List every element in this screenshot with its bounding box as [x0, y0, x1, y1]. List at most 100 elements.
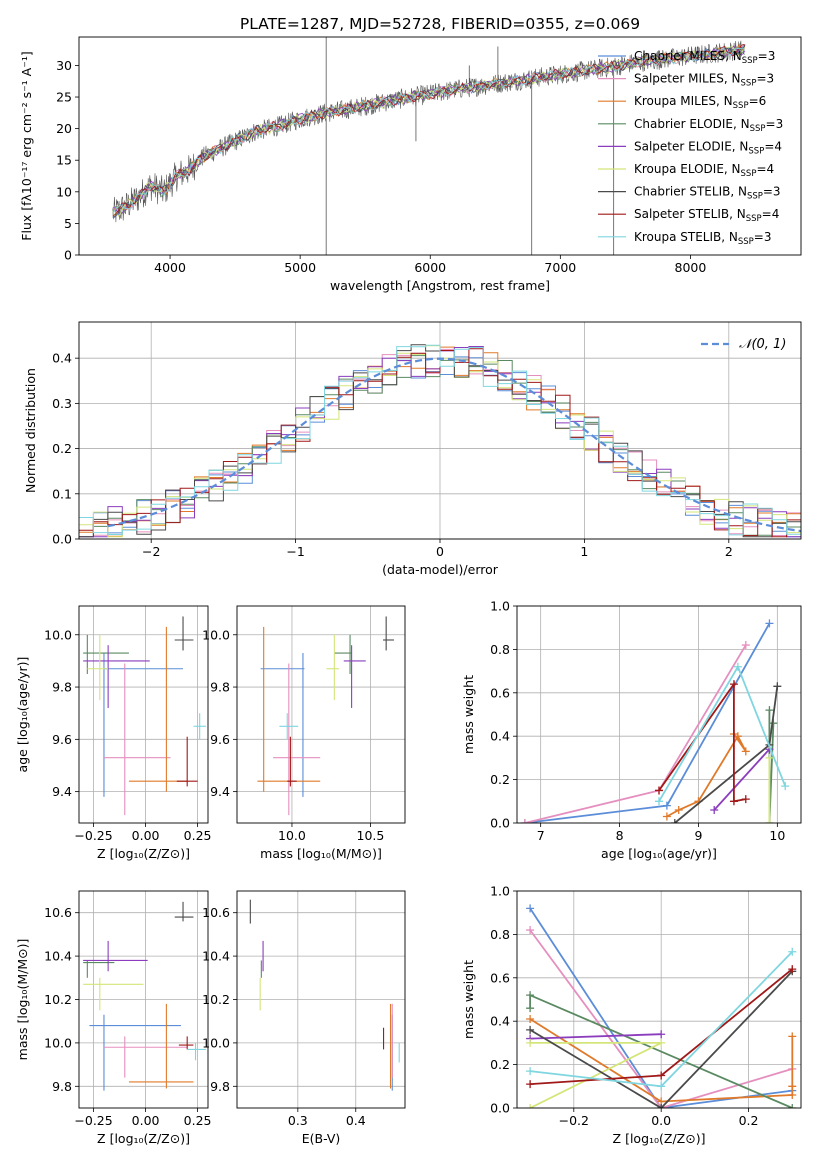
figure-title: PLATE=1287, MJD=52728, FIBERID=0355, z=0… — [240, 15, 640, 33]
weight-marker — [526, 1015, 535, 1024]
panel-3: −0.25 0.00 0.25 9.4 9.6 9.8 10.0 Z [log₁₀(Z/Z⊙)… — [15, 605, 212, 861]
x-tick-label: 6000 — [414, 260, 446, 275]
y-tick-label: 30 — [56, 58, 72, 73]
weight-marker — [729, 680, 738, 689]
weight-marker — [765, 706, 774, 715]
y-tick-label: 0.2 — [490, 772, 510, 787]
weight-line — [524, 644, 747, 823]
histogram-series — [79, 344, 801, 536]
x-tick-label: 0.2 — [739, 1113, 759, 1128]
y-tick-label: 0.2 — [52, 441, 72, 456]
weight-marker — [657, 1038, 666, 1047]
y-tick-label: 1.0 — [490, 884, 510, 899]
legend-label: Salpeter ELODIE, NSSP=4 — [634, 139, 782, 156]
panel-1: 4000 5000 6000 7000 8000 0 5 10 15 20 25 30 waveleng… — [19, 36, 802, 293]
y-tick-label: 10.0 — [202, 1035, 230, 1050]
y-axis-label: Flux [fλ10⁻¹⁷ erg cm⁻² s⁻¹ A⁻¹] — [19, 51, 34, 240]
y-tick-label: 0.8 — [490, 927, 510, 942]
weight-marker — [781, 782, 790, 791]
y-tick-label: 0.4 — [490, 729, 510, 744]
y-tick-label: 5 — [64, 216, 72, 231]
y-tick-label: 10 — [56, 184, 72, 199]
y-tick-label: 9.8 — [210, 680, 230, 695]
y-tick-label: 15 — [56, 153, 72, 168]
x-tick-label: 1 — [580, 544, 588, 559]
x-tick-label: 5000 — [284, 260, 316, 275]
plot-area — [83, 901, 206, 1091]
legend-label: 𝒩(0, 1) — [739, 337, 786, 352]
weight-marker — [657, 1104, 666, 1108]
weight-marker — [657, 1071, 666, 1080]
weight-marker — [655, 797, 663, 806]
panels: 4000 5000 6000 7000 8000051015202530waveleng… — [15, 36, 802, 1146]
weight-marker — [773, 682, 782, 691]
panel-2: −2 −1 0 1 2 0.0 0.1 0.2 0.3 0.4 (data-model)/error… — [23, 321, 802, 577]
weight-marker — [710, 805, 719, 814]
weight-marker — [741, 641, 750, 650]
x-tick-label: 7 — [537, 828, 545, 843]
weight-marker — [741, 795, 750, 804]
y-axis-label: mass weight — [461, 960, 476, 1039]
x-axis-label: age [log₁₀(age/yr)] — [601, 846, 717, 861]
panel-6: −0.25 0.00 0.25 9.8 10.0 10.2 10.4 10.6 Z [log₁₀… — [15, 890, 212, 1146]
plot-area — [526, 904, 797, 1108]
y-tick-label: 9.6 — [52, 732, 72, 747]
weight-marker — [788, 1082, 797, 1091]
axes-frame — [78, 890, 209, 1109]
y-tick-label: 10.2 — [44, 992, 72, 1007]
y-axis-label: Normed distribution — [23, 368, 38, 493]
y-tick-label: 9.8 — [52, 680, 72, 695]
y-tick-label: 9.8 — [210, 1079, 230, 1094]
y-tick-label: 10.2 — [202, 992, 230, 1007]
x-tick-label: 8000 — [675, 260, 707, 275]
x-tick-label: 7000 — [544, 260, 576, 275]
weight-marker — [670, 819, 679, 823]
weight-line — [666, 733, 747, 818]
x-tick-label: 2 — [725, 544, 733, 559]
weight-marker — [526, 1004, 535, 1013]
x-tick-label: −0.25 — [74, 828, 112, 843]
x-tick-label: 0.3 — [288, 1113, 308, 1128]
weight-marker — [788, 965, 797, 974]
weight-marker — [526, 926, 535, 935]
x-axis-label: wavelength [Angstrom, rest frame] — [330, 278, 550, 293]
legend-label: Kroupa MILES, NSSP=6 — [634, 94, 766, 111]
axes-frame — [516, 890, 802, 1109]
model-spectrum — [112, 45, 746, 218]
weight-marker — [765, 753, 774, 762]
weight-marker — [526, 1025, 535, 1034]
x-axis-label: Z [log₁₀(Z/Z⊙)] — [97, 1131, 190, 1146]
y-tick-label: 10.0 — [44, 1035, 72, 1050]
x-tick-label: 9 — [694, 828, 702, 843]
x-tick-label: 0.25 — [184, 828, 212, 843]
weight-marker — [657, 1030, 666, 1039]
weight-line — [529, 970, 793, 1108]
weight-marker — [526, 1038, 535, 1047]
y-tick-label: 0.6 — [490, 685, 510, 700]
weight-marker — [765, 619, 774, 628]
weight-line — [529, 1042, 662, 1108]
x-tick-label: 0.00 — [132, 1113, 160, 1128]
axes-frame — [516, 605, 802, 824]
y-axis-label: mass [log₁₀(M/M⊙)] — [15, 939, 30, 1061]
x-axis-label: mass [log₁₀(M/M⊙)] — [260, 846, 382, 861]
plot-area — [249, 899, 400, 1091]
y-tick-label: 0.4 — [490, 1014, 510, 1029]
panel-5: 7 8 9 10 0.0 0.2 0.4 0.6 0.8 1.0 age [log₁₀(age/yr… — [461, 599, 802, 861]
weight-line — [530, 1033, 662, 1040]
legend-label: Kroupa ELODIE, NSSP=4 — [634, 162, 774, 179]
y-tick-label: 0.1 — [52, 486, 72, 501]
x-tick-label: 10.0 — [278, 828, 306, 843]
y-tick-label: 0.6 — [490, 970, 510, 985]
legend-label: Salpeter MILES, NSSP=3 — [634, 72, 774, 89]
panel-8: −0.2 0.0 0.2 0.0 0.2 0.4 0.6 0.8 1.0 Z [log₁₀(Z/Z… — [461, 884, 802, 1146]
panel-4: 10.0 10.5 9.4 9.6 9.8 10.0 mass [log₁₀(M/M⊙)] — [202, 605, 406, 861]
y-tick-label: 0.4 — [52, 351, 72, 366]
weight-marker — [788, 947, 797, 956]
y-tick-label: 20 — [56, 121, 72, 136]
weight-marker — [788, 1090, 797, 1099]
x-tick-label: 0.00 — [132, 828, 160, 843]
x-tick-label: 0 — [436, 544, 444, 559]
x-tick-label: −2 — [142, 544, 160, 559]
